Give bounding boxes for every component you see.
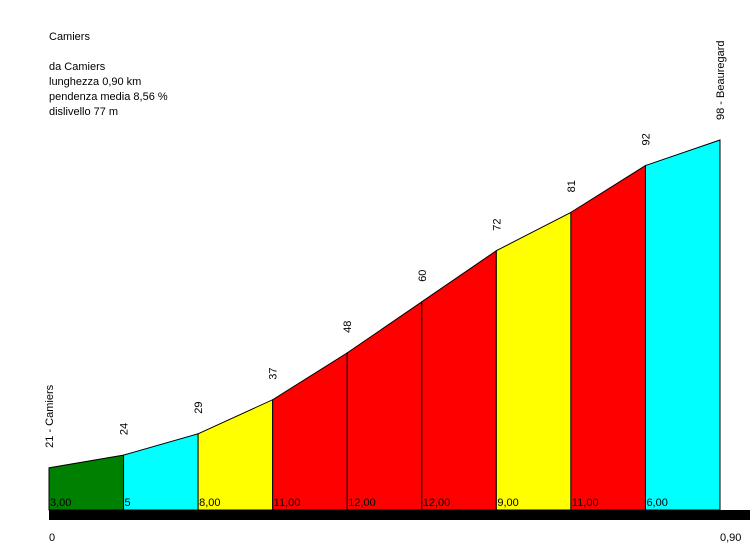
profile-segment bbox=[346, 300, 423, 511]
segment-gradient-label: 12,00 bbox=[348, 497, 376, 509]
x-tick-label: 0 bbox=[49, 532, 55, 544]
profile-segment bbox=[421, 249, 497, 511]
climb-title: Camiers bbox=[49, 31, 90, 43]
segment-gradient-label: 6,00 bbox=[646, 497, 667, 509]
climb-length: lunghezza 0,90 km bbox=[49, 76, 142, 88]
profile-segment bbox=[644, 139, 721, 511]
elevation-label: 98 - Beauregard bbox=[715, 41, 727, 121]
profile-segment bbox=[123, 433, 199, 511]
elevation-label: 92 bbox=[640, 133, 652, 145]
elevation-label: 48 bbox=[342, 321, 354, 333]
elevation-label: 60 bbox=[417, 270, 429, 282]
profile-segment bbox=[272, 351, 348, 511]
segment-gradient-label: 11,00 bbox=[572, 497, 599, 509]
ticks-layer: 0 0,90 bbox=[49, 532, 741, 544]
climb-start: da Camiers bbox=[49, 61, 106, 73]
segment-gradient-label: 8,00 bbox=[199, 497, 220, 509]
segments-layer bbox=[48, 139, 721, 511]
climb-elevation-gain: dislivello 77 m bbox=[49, 106, 119, 118]
x-axis-bar bbox=[49, 510, 750, 520]
climb-info: Camiers da Camiers lunghezza 0,90 km pen… bbox=[49, 30, 168, 120]
elevation-label: 37 bbox=[268, 367, 280, 379]
x-tick-label: 0,90 bbox=[720, 532, 741, 544]
profile-segment bbox=[495, 211, 572, 511]
elevation-label: 81 bbox=[566, 180, 578, 192]
climb-avg-gradient: pendenza media 8,56 % bbox=[49, 91, 168, 103]
segment-gradient-label: 3,00 bbox=[50, 497, 71, 509]
segment-gradient-label: 9,00 bbox=[497, 497, 518, 509]
profile-segment bbox=[570, 164, 646, 511]
elevation-label: 72 bbox=[491, 218, 503, 230]
labels-layer: 3,00 5 8,00 11,00 12,00 12,00 9,00 11,00 6,00 21 … bbox=[44, 41, 727, 510]
elevation-label: 29 bbox=[193, 402, 205, 414]
segment-gradient-label: 12,00 bbox=[423, 497, 451, 509]
elevation-label: 21 - Camiers bbox=[44, 384, 56, 447]
elevation-label: 24 bbox=[119, 423, 131, 435]
profile-segment bbox=[197, 398, 274, 511]
segment-gradient-label: 11,00 bbox=[274, 497, 301, 509]
segment-gradient-label: 5 bbox=[125, 497, 131, 509]
